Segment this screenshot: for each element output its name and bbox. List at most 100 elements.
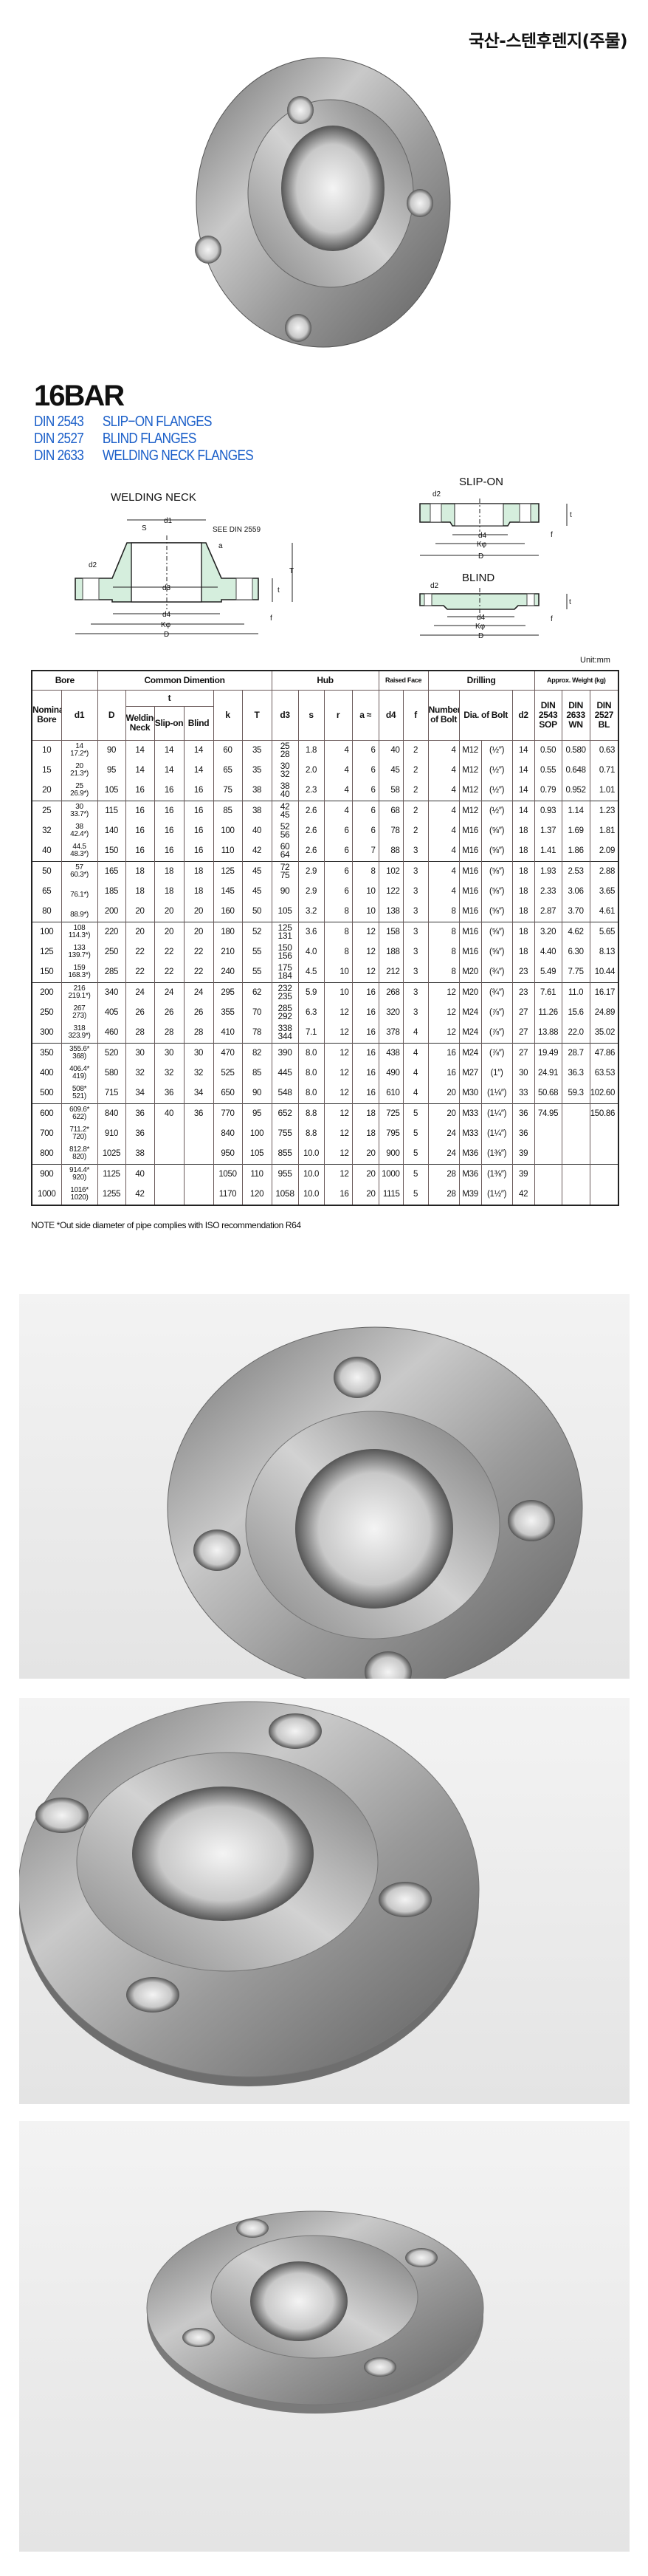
cell-wnw: 15.6 <box>561 1002 590 1023</box>
d1-value: 14 <box>75 742 83 750</box>
header-weight-wn: DIN 2633 WN <box>561 689 590 741</box>
cell-bolt: M16 <box>458 942 482 962</box>
d3-value: 292 <box>278 1011 292 1021</box>
cell-d3: 125 131 <box>271 921 299 942</box>
cell-inch: (1″) <box>480 1063 513 1083</box>
d3-value: 156 <box>278 950 292 961</box>
d3-values: 125 131 <box>278 922 292 940</box>
cell-nb: 400 <box>31 1063 62 1083</box>
d1-value: 419) <box>72 1072 86 1080</box>
cell-f: 3 <box>402 1002 429 1023</box>
cell-d3: 52 56 <box>271 821 299 841</box>
dim-f-label: f <box>551 531 553 539</box>
cell-wnw <box>561 1123 590 1144</box>
flange-photo-top <box>195 57 451 348</box>
cell-wnw: 1.14 <box>561 800 590 821</box>
cell-k: 100 <box>213 821 243 841</box>
d3-value: 64 <box>280 849 290 860</box>
cell-inch: (½″) <box>480 760 513 781</box>
blind-label: BLIND <box>462 572 494 584</box>
d1-value: 368) <box>72 1052 86 1061</box>
cell-blw <box>589 1123 619 1144</box>
d1-values: 38 42.4*) <box>70 823 89 838</box>
cell-D: 460 <box>97 1022 126 1043</box>
d3-value: 42 <box>280 801 290 812</box>
d1-value: 820) <box>72 1153 86 1161</box>
cell-s: 1.8 <box>297 740 325 761</box>
d1-value: 920) <box>72 1174 86 1182</box>
header-t-welding-neck: Welding Neck <box>125 705 155 741</box>
cell-sop: 74.95 <box>534 1103 562 1124</box>
d1-value: 20 <box>75 762 83 770</box>
d1-values: 44.5 48.3*) <box>70 843 89 858</box>
cell-nb: 80 <box>31 901 62 922</box>
cell-d4: 795 <box>378 1123 404 1144</box>
cell-sop: 4.40 <box>534 942 562 962</box>
dim-t-label: t <box>570 511 572 519</box>
standard-line: DIN 2527 BLIND FLANGES <box>34 431 196 447</box>
table-row: 600 609.6* 622) 840 36 40 36 770 95 652 8.8 12 18 725… <box>31 1103 619 1124</box>
dim-d2-label: d2 <box>432 490 441 499</box>
dim-d4-label: d4 <box>477 614 486 622</box>
cell-so: 18 <box>154 881 185 902</box>
d3-value: 32 <box>280 769 290 779</box>
d3-values: 390 <box>278 1048 292 1057</box>
cell-d1: 216 219.1*) <box>61 982 98 1003</box>
table-row: 80 88.9*) 200 20 20 20 160 50 105 3.2 8 10 138 3 8 M16(… <box>31 901 619 922</box>
cell-wnw: 2.53 <box>561 860 590 882</box>
cell-wnw: 1.69 <box>561 821 590 841</box>
cell-D: 150 <box>97 840 126 861</box>
cell-bl <box>183 1123 214 1144</box>
d3-value: 125 <box>278 922 292 933</box>
cell-r: 12 <box>323 1103 353 1124</box>
cell-so: 16 <box>154 780 185 801</box>
cell-sop: 2.33 <box>534 881 562 902</box>
cell-wnw: 7.75 <box>561 962 590 982</box>
cell-so <box>154 1163 185 1185</box>
cell-r: 4 <box>323 780 353 801</box>
d1-value: 114.3*) <box>68 931 91 939</box>
welding-neck-drawing: WELDING NECK d1 S SEE DIN 2559 a d2 d3 d… <box>75 491 294 639</box>
d1-value: 44.5 <box>72 843 86 851</box>
cell-k: 840 <box>213 1123 243 1144</box>
cell-a: 6 <box>351 780 379 801</box>
cell-blw <box>589 1163 619 1185</box>
d1-value: 48.3*) <box>70 850 89 858</box>
cell-wn: 42 <box>125 1184 155 1205</box>
cell-d4: 58 <box>378 780 404 801</box>
cell-wnw: 0.580 <box>561 740 590 761</box>
cell-nb: 25 <box>31 800 62 821</box>
cell-nb: 700 <box>31 1123 62 1144</box>
cell-d3: 390 <box>271 1042 299 1063</box>
d1-value: 1020) <box>70 1193 89 1202</box>
dim-D-label: D <box>164 631 169 639</box>
cell-k: 1050 <box>213 1163 243 1185</box>
cell-nb: 50 <box>31 860 62 882</box>
cell-wn: 22 <box>125 962 155 982</box>
cell-f: 4 <box>402 1042 429 1063</box>
cell-f: 2 <box>402 740 429 761</box>
cell-so <box>154 1184 185 1205</box>
cell-d2: 30 <box>511 1063 535 1083</box>
cell-wnw: 28.7 <box>561 1042 590 1063</box>
table-row: 200 216 219.1*) 340 24 24 24 295 62 232 235 5.9 10 16… <box>31 982 619 1003</box>
cell-nb: 40 <box>31 840 62 861</box>
cell-so: 32 <box>154 1063 185 1083</box>
cell-a: 16 <box>351 1083 379 1103</box>
d1-value: 273) <box>72 1012 86 1020</box>
cell-f: 5 <box>402 1103 429 1124</box>
cell-k: 295 <box>213 982 243 1003</box>
header-common: Common Dimention <box>97 670 272 691</box>
cell-s: 3.6 <box>297 921 325 942</box>
dim-k-label: Kφ <box>475 623 486 631</box>
cell-T: 55 <box>241 962 272 982</box>
cell-d3: 232 235 <box>271 982 299 1003</box>
cell-wnw: 3.06 <box>561 881 590 902</box>
cell-wnw <box>561 1103 590 1124</box>
cell-blw: 10.44 <box>589 962 619 982</box>
cell-d4: 68 <box>378 800 404 821</box>
d3-value: 56 <box>280 829 290 840</box>
dim-f-label: f <box>270 614 272 623</box>
cell-bolt: M16 <box>458 860 482 882</box>
cell-T: 78 <box>241 1022 272 1043</box>
